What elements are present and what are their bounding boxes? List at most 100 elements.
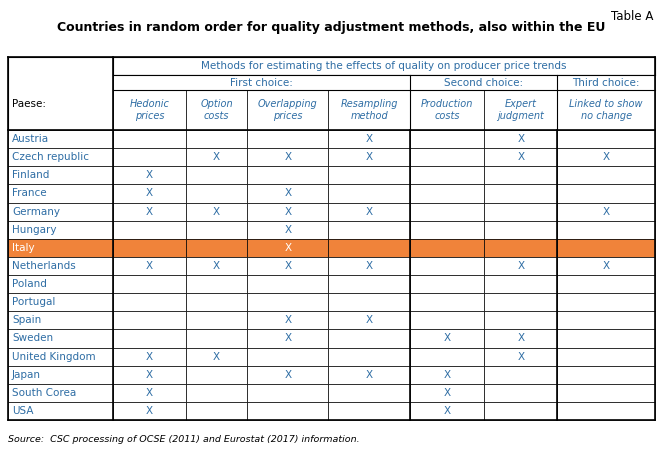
Bar: [8, 384, 113, 402]
Bar: [8, 348, 113, 365]
Bar: [113, 257, 186, 275]
Bar: [329, 185, 410, 202]
Text: South Corea: South Corea: [12, 388, 76, 398]
Text: United Kingdom: United Kingdom: [12, 352, 96, 361]
Bar: [186, 148, 247, 166]
Text: X: X: [284, 188, 291, 198]
Bar: [8, 402, 113, 420]
Text: Countries in random order for quality adjustment methods, also within the EU: Countries in random order for quality ad…: [57, 22, 606, 34]
Bar: [113, 221, 186, 239]
Text: X: X: [146, 352, 153, 361]
Bar: [484, 384, 557, 402]
Text: X: X: [146, 388, 153, 398]
Bar: [484, 275, 557, 293]
Text: X: X: [517, 333, 525, 344]
Text: X: X: [366, 134, 372, 144]
Bar: [484, 148, 557, 166]
Text: Production
costs: Production costs: [421, 99, 473, 121]
Bar: [410, 365, 484, 384]
Bar: [557, 202, 655, 221]
Bar: [329, 402, 410, 420]
Bar: [484, 329, 557, 348]
Bar: [557, 329, 655, 348]
Bar: [8, 148, 113, 166]
Text: Source:  CSC processing of OCSE (2011) and Eurostat (2017) information.: Source: CSC processing of OCSE (2011) an…: [8, 435, 360, 444]
Bar: [410, 185, 484, 202]
Bar: [410, 293, 484, 311]
Bar: [113, 311, 186, 329]
Bar: [247, 166, 329, 185]
Bar: [484, 166, 557, 185]
Bar: [113, 90, 186, 130]
Bar: [484, 293, 557, 311]
Bar: [186, 275, 247, 293]
Text: Poland: Poland: [12, 279, 47, 289]
Bar: [8, 57, 113, 130]
Bar: [247, 402, 329, 420]
Bar: [186, 257, 247, 275]
Text: Hungary: Hungary: [12, 225, 57, 234]
Bar: [410, 402, 484, 420]
Text: X: X: [444, 370, 451, 380]
Bar: [410, 275, 484, 293]
Bar: [557, 90, 655, 130]
Bar: [8, 239, 113, 257]
Bar: [410, 311, 484, 329]
Bar: [484, 130, 557, 148]
Bar: [557, 348, 655, 365]
Text: Portugal: Portugal: [12, 297, 55, 307]
Text: Paese:: Paese:: [12, 99, 46, 109]
Bar: [484, 365, 557, 384]
Text: X: X: [366, 370, 372, 380]
Bar: [113, 166, 186, 185]
Bar: [410, 166, 484, 185]
Bar: [557, 185, 655, 202]
Bar: [329, 257, 410, 275]
Text: Option
costs: Option costs: [200, 99, 233, 121]
Bar: [410, 90, 484, 130]
Bar: [247, 239, 329, 257]
Text: X: X: [444, 406, 451, 416]
Text: X: X: [213, 152, 220, 162]
Text: Italy: Italy: [12, 243, 35, 253]
Bar: [557, 311, 655, 329]
Text: USA: USA: [12, 406, 33, 416]
Bar: [113, 239, 186, 257]
Bar: [247, 221, 329, 239]
Text: X: X: [284, 243, 291, 253]
Bar: [186, 311, 247, 329]
Text: Spain: Spain: [12, 315, 41, 325]
Bar: [410, 75, 557, 90]
Bar: [410, 239, 484, 257]
Bar: [410, 221, 484, 239]
Text: Third choice:: Third choice:: [573, 77, 640, 87]
Bar: [113, 185, 186, 202]
Bar: [557, 221, 655, 239]
Bar: [557, 293, 655, 311]
Bar: [113, 202, 186, 221]
Text: Table A: Table A: [610, 10, 653, 23]
Bar: [410, 329, 484, 348]
Bar: [410, 130, 484, 148]
Text: X: X: [366, 261, 372, 271]
Text: Second choice:: Second choice:: [444, 77, 523, 87]
Bar: [247, 148, 329, 166]
Bar: [329, 148, 410, 166]
Bar: [247, 365, 329, 384]
Bar: [484, 185, 557, 202]
Text: Resampling
method: Resampling method: [340, 99, 398, 121]
Bar: [247, 311, 329, 329]
Bar: [329, 275, 410, 293]
Bar: [113, 384, 186, 402]
Bar: [557, 275, 655, 293]
Text: Linked to show
no change: Linked to show no change: [569, 99, 643, 121]
Bar: [557, 148, 655, 166]
Bar: [8, 166, 113, 185]
Bar: [410, 202, 484, 221]
Text: Czech republic: Czech republic: [12, 152, 89, 162]
Bar: [186, 202, 247, 221]
Text: X: X: [517, 352, 525, 361]
Text: X: X: [366, 315, 372, 325]
Text: Japan: Japan: [12, 370, 41, 380]
Bar: [186, 90, 247, 130]
